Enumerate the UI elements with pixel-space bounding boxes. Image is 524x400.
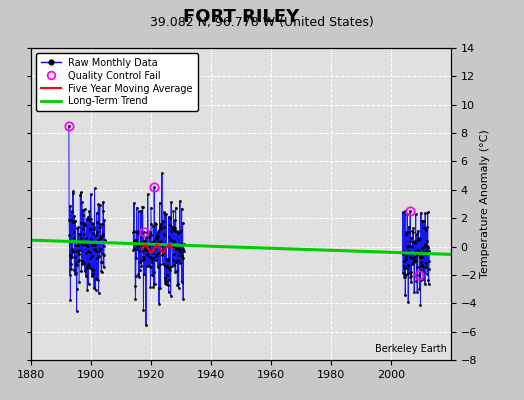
Legend: Raw Monthly Data, Quality Control Fail, Five Year Moving Average, Long-Term Tren: Raw Monthly Data, Quality Control Fail, … [36, 53, 198, 111]
Text: 39.082 N, 96.778 W (United States): 39.082 N, 96.778 W (United States) [150, 16, 374, 29]
Title: FORT RILEY: FORT RILEY [183, 8, 299, 26]
Y-axis label: Temperature Anomaly (°C): Temperature Anomaly (°C) [479, 130, 489, 278]
Text: Berkeley Earth: Berkeley Earth [375, 344, 446, 354]
